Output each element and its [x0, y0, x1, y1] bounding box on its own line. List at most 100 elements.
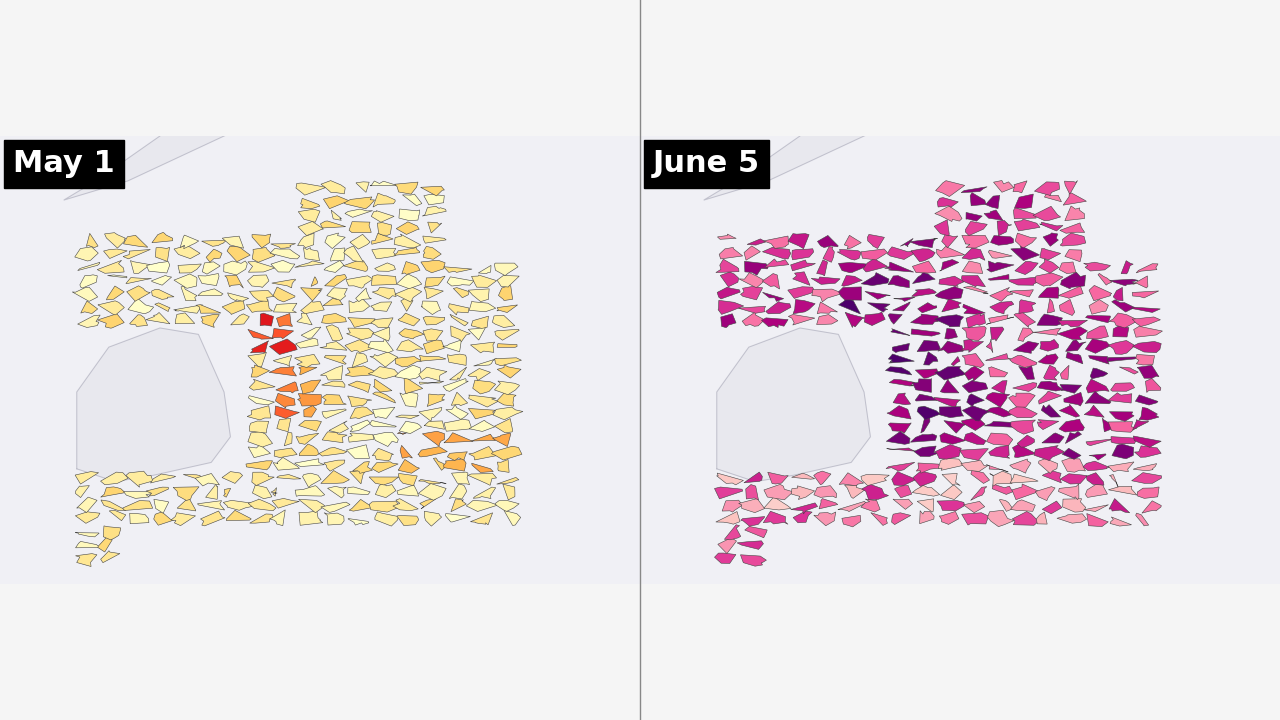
Polygon shape [1036, 487, 1055, 500]
Polygon shape [348, 396, 371, 407]
Polygon shape [324, 196, 351, 209]
Polygon shape [865, 292, 891, 300]
Polygon shape [225, 275, 243, 288]
Polygon shape [493, 315, 515, 328]
Polygon shape [823, 247, 835, 262]
Polygon shape [794, 300, 815, 314]
Polygon shape [246, 300, 273, 312]
Polygon shape [895, 485, 911, 498]
Polygon shape [1059, 262, 1076, 274]
Polygon shape [398, 474, 417, 486]
Polygon shape [1085, 484, 1107, 498]
Polygon shape [916, 406, 941, 420]
Polygon shape [151, 289, 174, 300]
Polygon shape [887, 448, 915, 451]
Polygon shape [913, 379, 932, 392]
Polygon shape [961, 235, 989, 248]
Polygon shape [892, 513, 911, 525]
Polygon shape [230, 314, 250, 325]
Polygon shape [129, 513, 148, 523]
Polygon shape [791, 486, 814, 500]
Polygon shape [173, 487, 198, 500]
Polygon shape [1098, 274, 1112, 285]
Polygon shape [1038, 354, 1059, 364]
Polygon shape [1110, 412, 1134, 421]
Polygon shape [1084, 405, 1105, 418]
Polygon shape [861, 474, 890, 485]
Polygon shape [913, 261, 936, 273]
Polygon shape [452, 472, 470, 485]
Polygon shape [394, 287, 421, 302]
Polygon shape [936, 181, 965, 197]
Polygon shape [737, 541, 763, 549]
Polygon shape [178, 264, 201, 273]
Polygon shape [349, 234, 370, 249]
Polygon shape [972, 470, 989, 483]
Polygon shape [370, 181, 397, 186]
Polygon shape [842, 276, 863, 287]
Polygon shape [76, 472, 99, 484]
Polygon shape [451, 315, 468, 326]
Polygon shape [893, 499, 913, 509]
Polygon shape [248, 396, 274, 405]
Polygon shape [344, 209, 372, 217]
Polygon shape [449, 484, 467, 499]
Polygon shape [425, 511, 442, 526]
Polygon shape [1039, 259, 1059, 273]
Polygon shape [369, 501, 399, 512]
Polygon shape [174, 274, 197, 288]
Polygon shape [1059, 419, 1084, 432]
Polygon shape [152, 233, 173, 243]
Polygon shape [1000, 499, 1012, 511]
Polygon shape [963, 406, 991, 421]
Polygon shape [74, 247, 99, 261]
Polygon shape [298, 499, 325, 513]
Polygon shape [348, 518, 369, 525]
Polygon shape [397, 431, 410, 434]
Polygon shape [764, 259, 788, 267]
Polygon shape [1146, 379, 1161, 392]
Polygon shape [269, 339, 297, 354]
Polygon shape [271, 243, 296, 248]
Polygon shape [352, 462, 372, 473]
Polygon shape [1038, 458, 1057, 474]
Polygon shape [470, 301, 495, 312]
Polygon shape [1060, 474, 1087, 484]
Polygon shape [886, 366, 911, 375]
Polygon shape [344, 340, 375, 353]
Polygon shape [819, 498, 838, 509]
Polygon shape [893, 297, 915, 302]
Polygon shape [911, 289, 937, 297]
Polygon shape [248, 499, 276, 510]
Polygon shape [763, 274, 780, 289]
Polygon shape [838, 501, 867, 512]
Polygon shape [223, 301, 244, 315]
Polygon shape [301, 288, 323, 301]
Polygon shape [123, 500, 152, 510]
Polygon shape [497, 365, 521, 378]
Text: June 5: June 5 [653, 150, 760, 179]
Polygon shape [97, 537, 113, 552]
Polygon shape [717, 473, 744, 485]
Polygon shape [1102, 418, 1114, 432]
Polygon shape [452, 392, 467, 405]
Polygon shape [348, 318, 375, 328]
Polygon shape [938, 341, 964, 354]
Polygon shape [250, 290, 274, 301]
Polygon shape [746, 485, 759, 500]
Polygon shape [943, 420, 965, 433]
Polygon shape [297, 233, 314, 248]
Polygon shape [447, 277, 474, 286]
Polygon shape [78, 262, 100, 271]
Polygon shape [246, 461, 273, 470]
Polygon shape [443, 340, 461, 352]
Polygon shape [942, 473, 960, 485]
Polygon shape [101, 487, 125, 497]
Polygon shape [1134, 446, 1161, 457]
Polygon shape [1084, 505, 1108, 511]
Polygon shape [792, 272, 810, 285]
Polygon shape [910, 314, 938, 325]
Polygon shape [1009, 393, 1036, 408]
Polygon shape [838, 263, 867, 273]
Polygon shape [273, 457, 300, 470]
